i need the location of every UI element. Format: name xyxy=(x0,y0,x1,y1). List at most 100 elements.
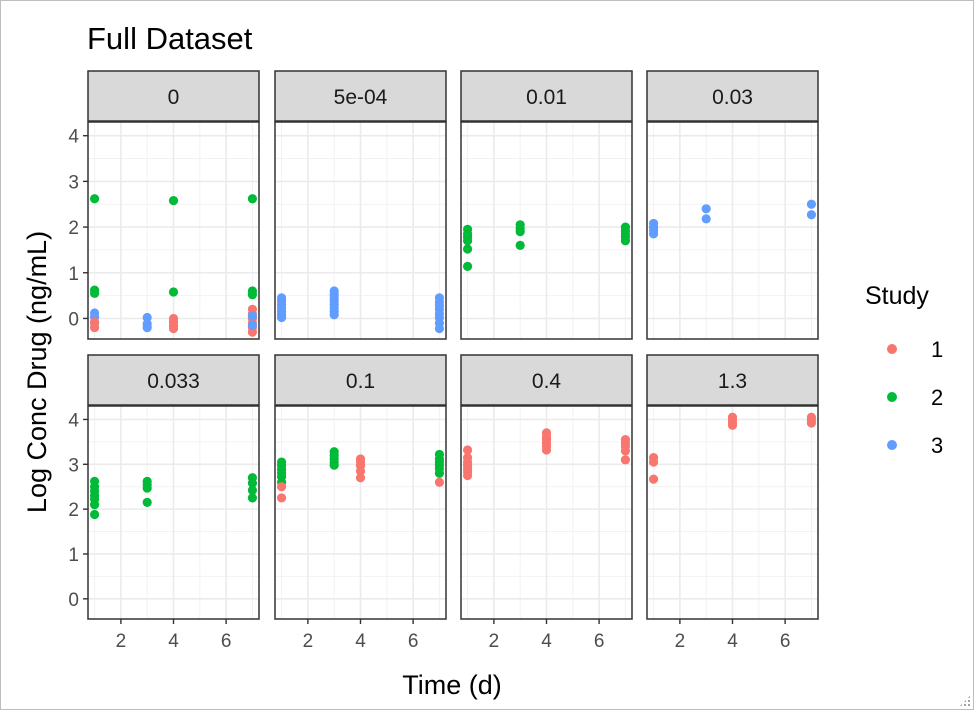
data-point xyxy=(355,473,366,483)
x-tick-label: 6 xyxy=(594,631,605,652)
data-point xyxy=(247,311,258,321)
y-tick-label: 3 xyxy=(68,172,79,193)
legend-label: 2 xyxy=(931,385,943,410)
data-point xyxy=(515,227,525,237)
data-point xyxy=(89,509,100,520)
x-tick-label: 6 xyxy=(780,631,791,652)
data-point xyxy=(701,204,711,214)
y-tick-label: 1 xyxy=(68,545,79,566)
data-point xyxy=(462,445,473,455)
legend-title: Study xyxy=(865,282,929,310)
data-point xyxy=(434,477,445,487)
data-point xyxy=(247,290,258,300)
data-point xyxy=(329,310,339,320)
facet-strip xyxy=(460,70,633,122)
x-tick-label: 6 xyxy=(221,631,232,652)
facet-strip-label: 1.3 xyxy=(718,370,747,393)
data-point xyxy=(89,317,100,327)
y-axis-label: Log Conc Drug (ng/mL) xyxy=(22,231,52,513)
facet-panel: 1.3 2 4 6 xyxy=(646,354,819,652)
facet-strip-label: 0.1 xyxy=(346,370,375,393)
facet-strip xyxy=(274,70,447,122)
data-point xyxy=(727,420,738,430)
x-tick-label: 2 xyxy=(116,631,127,652)
data-point xyxy=(247,320,258,330)
panel-border xyxy=(646,121,819,340)
data-point xyxy=(247,485,258,495)
x-tick-label: 2 xyxy=(303,631,314,652)
data-point xyxy=(142,312,152,323)
data-point xyxy=(806,210,817,220)
facet-panel: 5e-04 xyxy=(274,70,447,340)
facet-strip xyxy=(460,354,633,406)
facet-strip-label: 0.033 xyxy=(147,370,200,393)
x-tick-label: 4 xyxy=(727,631,738,652)
data-point xyxy=(620,236,631,246)
data-point xyxy=(434,323,445,334)
panel-border xyxy=(274,121,447,340)
x-tick-label: 4 xyxy=(168,631,179,652)
data-point xyxy=(329,460,339,470)
data-point xyxy=(89,500,100,510)
x-tick-label: 2 xyxy=(675,631,686,652)
facet-strip xyxy=(87,70,260,122)
data-point xyxy=(648,229,659,239)
legend: Study 1 2 3 xyxy=(865,282,943,458)
data-point xyxy=(276,493,287,503)
y-tick-label: 2 xyxy=(68,500,79,521)
data-point xyxy=(620,455,631,465)
facet-strip-label: 0.4 xyxy=(532,370,562,393)
panel-border xyxy=(460,121,633,340)
data-point xyxy=(620,446,631,456)
facet-strip xyxy=(646,354,819,406)
data-point xyxy=(168,287,179,297)
data-point xyxy=(142,322,152,333)
y-tick-label: 3 xyxy=(68,455,79,476)
data-point xyxy=(648,457,659,467)
x-tick-label: 2 xyxy=(489,631,500,652)
data-point xyxy=(515,240,525,250)
legend-label: 3 xyxy=(931,433,943,458)
facet-strip-label: 5e-04 xyxy=(334,86,388,109)
x-tick-label: 4 xyxy=(541,631,552,652)
facet-strip-label: 0 xyxy=(168,86,180,109)
data-point xyxy=(247,194,258,204)
x-tick-label: 6 xyxy=(408,631,419,652)
data-point xyxy=(806,199,817,209)
facet-panel: 0.03 xyxy=(646,70,819,340)
data-point xyxy=(462,261,473,271)
data-point xyxy=(276,312,287,323)
facet-panels: 0 0 1 2 3 4 5e-04 0.01 0.03 0.033 0 1 2 3 4 2 4 6 0.1 2 4 6 0.… xyxy=(68,70,819,652)
legend-key xyxy=(887,344,897,354)
data-point xyxy=(462,244,473,254)
data-point xyxy=(462,236,473,246)
y-tick-label: 1 xyxy=(68,264,79,285)
data-point xyxy=(142,483,152,493)
facet-panel: 0.01 xyxy=(460,70,633,340)
facet-strip-label: 0.03 xyxy=(712,86,753,109)
x-tick-label: 4 xyxy=(355,631,366,652)
data-point xyxy=(701,214,711,224)
facet-panel: 0.033 0 1 2 3 4 2 4 6 xyxy=(68,354,260,652)
data-point xyxy=(434,468,445,478)
y-tick-label: 0 xyxy=(68,590,79,611)
data-point xyxy=(648,474,659,484)
data-point xyxy=(168,323,179,334)
data-point xyxy=(89,194,100,204)
data-point xyxy=(355,466,366,476)
facet-strip-label: 0.01 xyxy=(526,86,567,109)
panel-border xyxy=(87,121,260,340)
data-point xyxy=(168,195,179,206)
data-point xyxy=(247,478,258,488)
data-point xyxy=(806,418,817,428)
x-axis-label: Time (d) xyxy=(402,670,502,700)
facet-strip xyxy=(274,354,447,406)
y-tick-label: 4 xyxy=(68,410,79,431)
facet-panel: 0 0 1 2 3 4 xyxy=(68,70,260,340)
facet-strip xyxy=(646,70,819,122)
data-point xyxy=(276,482,287,492)
legend-key xyxy=(887,392,897,402)
legend-key xyxy=(887,440,897,450)
